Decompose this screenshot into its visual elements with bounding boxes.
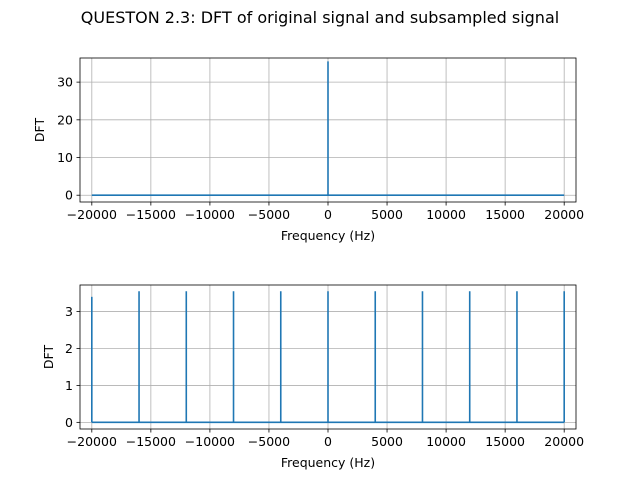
- x-tick-label: −10000: [185, 434, 235, 449]
- y-tick-label: 1: [65, 378, 73, 393]
- x-tick-label: 15000: [485, 207, 525, 222]
- y-tick-label: 0: [65, 415, 73, 430]
- y-tick-label: 30: [57, 75, 73, 90]
- x-axis-label: Frequency (Hz): [281, 228, 375, 243]
- top-subplot-dft-original: −20000 −15000 −10000 −5000 0 5000 10000 15000 20…: [32, 57, 584, 243]
- x-tick-label: 5000: [371, 434, 403, 449]
- x-tick-label: −5000: [248, 434, 290, 449]
- x-tick-label: 0: [324, 207, 332, 222]
- y-axis-label: DFT: [32, 118, 47, 143]
- y-tick-label: 3: [65, 304, 73, 319]
- x-tick-label: −20000: [67, 434, 117, 449]
- x-tick-label: −5000: [248, 207, 290, 222]
- x-tick-label: −15000: [126, 434, 176, 449]
- x-tick-label: 0: [324, 434, 332, 449]
- x-tick-label: 15000: [485, 434, 525, 449]
- x-tick-label: 20000: [544, 207, 584, 222]
- y-tick-label: 2: [65, 341, 73, 356]
- x-tick-label: −10000: [185, 207, 235, 222]
- y-tick-label: 10: [57, 150, 73, 165]
- y-tick-label: 0: [65, 188, 73, 203]
- x-axis-label: Frequency (Hz): [281, 455, 375, 470]
- figure-title: QUESTON 2.3: DFT of original signal and …: [80, 8, 560, 27]
- x-tick-label: 20000: [544, 434, 584, 449]
- x-tick-label: 10000: [426, 207, 466, 222]
- y-axis-label: DFT: [41, 345, 56, 370]
- x-tick-label: 5000: [371, 207, 403, 222]
- x-tick-label: −15000: [126, 207, 176, 222]
- y-tick-label: 20: [57, 112, 73, 127]
- x-tick-label: −20000: [67, 207, 117, 222]
- bottom-subplot-dft-subsampled: −20000 −15000 −10000 −5000 0 5000 10000 15000 20…: [41, 284, 584, 470]
- x-tick-label: 10000: [426, 434, 466, 449]
